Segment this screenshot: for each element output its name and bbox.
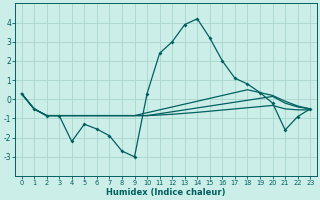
X-axis label: Humidex (Indice chaleur): Humidex (Indice chaleur) [106, 188, 226, 197]
